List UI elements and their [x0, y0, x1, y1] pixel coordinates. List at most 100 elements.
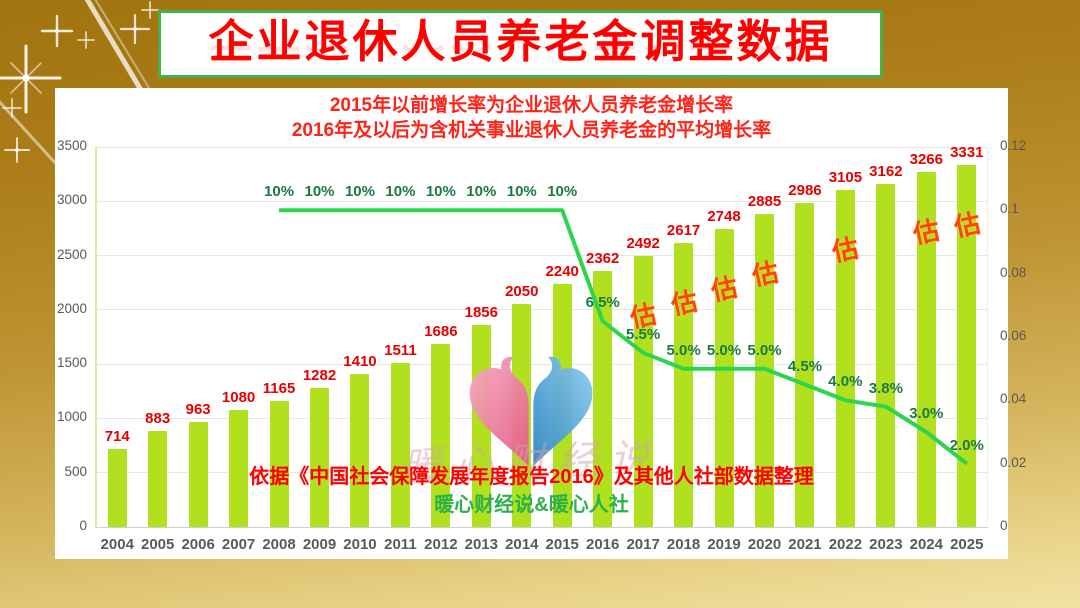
bar-value-label: 714 [104, 428, 130, 446]
left-axis-tick-label: 0 [79, 518, 87, 533]
bar-value-label: 2617 [666, 221, 701, 239]
x-axis-year-label: 2011 [384, 536, 417, 553]
right-axis-tick-label: 0.04 [1000, 391, 1027, 407]
bar-value-label: 2240 [545, 262, 579, 280]
watermark-heart-logo [469, 356, 593, 467]
bar [633, 256, 653, 527]
growth-rate-label: 5.0% [706, 341, 742, 359]
subtitle-line2: 2016年及以后为含机关事业退休人员养老金的平均增长率 [291, 120, 772, 141]
bar-value-label: 1856 [464, 304, 498, 322]
x-axis-year-label: 2008 [262, 536, 296, 553]
page-title: 企业退休人员养老金调整数据 [208, 17, 833, 67]
x-axis-year-label: 2023 [869, 536, 903, 553]
right-axis-tick-label: 0.12 [1000, 138, 1027, 153]
bar-value-label: 1282 [302, 366, 337, 384]
x-axis-year-label: 2016 [585, 536, 620, 553]
bar-value-label: 3162 [869, 162, 903, 180]
right-axis-tick-label: 0.08 [1000, 264, 1027, 280]
bar [674, 242, 694, 527]
x-axis-year-label: 2024 [909, 536, 943, 553]
bar [835, 189, 855, 527]
bar-value-label: 3105 [828, 168, 863, 186]
x-axis-year-label: 2015 [545, 536, 579, 553]
gridline [97, 309, 987, 310]
bar-value-label: 1686 [424, 322, 458, 340]
bar [148, 431, 168, 527]
bar [876, 183, 896, 527]
bar [107, 449, 127, 527]
bar-value-label: 2986 [788, 181, 822, 199]
growth-rate-label: 3.8% [868, 379, 903, 397]
growth-rate-label: 4.5% [787, 357, 823, 375]
bar [714, 228, 734, 527]
gridline [97, 255, 987, 256]
x-axis-year-label: 2013 [464, 536, 498, 553]
bar-value-label: 3331 [950, 144, 984, 162]
left-axis-tick-label: 2000 [56, 300, 87, 316]
left-axis-tick-label: 500 [64, 463, 87, 479]
chart-plot-area: 0 500 1000 1500 2000 2500 3000 3500 0 0.02 0.04 0.0… [57, 138, 1026, 553]
growth-rate-label: 10% [506, 183, 537, 201]
bar [390, 362, 410, 527]
bar-value-label: 1165 [262, 379, 296, 397]
gridline [97, 147, 987, 148]
source-note: 依据《中国社会保障发展年度报告2016》及其他人社部数据整理 [249, 466, 814, 488]
gridline [97, 472, 987, 473]
growth-rate-label: 10% [425, 183, 456, 201]
bar-value-label: 2748 [707, 207, 741, 225]
gridline [97, 201, 987, 202]
x-axis-year-label: 2004 [100, 536, 134, 553]
growth-rate-label: 5.0% [747, 341, 782, 359]
growth-rate-label: 5.0% [666, 341, 701, 359]
right-axis-tick-label: 0.02 [1000, 454, 1027, 470]
x-axis-year-label: 2020 [747, 536, 782, 553]
x-axis-year-label: 2021 [788, 536, 822, 553]
growth-rate-label: 10% [466, 183, 497, 201]
left-axis-tick-label: 3500 [56, 138, 87, 153]
x-axis-year-label: 2007 [221, 536, 256, 553]
bar-value-label: 2885 [747, 192, 782, 210]
left-axis-tick-label: 1500 [56, 355, 87, 371]
bar-value-label: 1410 [343, 352, 377, 370]
growth-rate-label: 3.0% [909, 405, 944, 422]
growth-rate-label: 10% [264, 183, 295, 201]
gridline [97, 364, 987, 365]
left-axis-tick-label: 3000 [56, 192, 87, 208]
subtitle-line1: 2015年以前增长率为企业退休人员养老金增长率 [329, 95, 734, 116]
bar-value-label: 3266 [909, 151, 943, 169]
x-axis-year-label: 2010 [343, 536, 377, 553]
growth-rate-label: 10% [547, 183, 578, 201]
bar [310, 387, 329, 527]
title-banner: 企业退休人员养老金调整数据 [158, 10, 883, 78]
heart-left-bird [469, 356, 529, 467]
bar [593, 270, 613, 527]
bar-value-label: 2362 [585, 249, 620, 267]
x-axis-year-label: 2025 [950, 536, 984, 553]
growth-rate-label: 2.0% [949, 436, 984, 454]
bar-value-label: 1511 [384, 341, 417, 359]
growth-rate-label: 10% [304, 183, 335, 201]
bar [350, 373, 370, 527]
x-axis-year-label: 2012 [424, 536, 458, 553]
growth-rate-polyline [279, 208, 969, 466]
growth-rate-label: 5.5% [626, 325, 661, 343]
growth-rate-label: 4.0% [828, 373, 863, 391]
bar-value-label: 2492 [626, 235, 660, 253]
bar [188, 422, 208, 527]
x-axis-year-label: 2019 [707, 536, 741, 553]
left-axis-tick-label: 1000 [56, 409, 87, 425]
bar-value-label: 1080 [221, 388, 256, 406]
x-axis-year-label: 2018 [666, 536, 701, 553]
x-axis-year-label: 2006 [181, 536, 215, 553]
bar [795, 202, 815, 527]
left-axis-tick-label: 2500 [56, 246, 87, 262]
heart-right-bird [533, 356, 593, 467]
growth-rate-label: 10% [385, 183, 416, 201]
bar [229, 409, 249, 527]
x-axis-year-label: 2022 [828, 536, 863, 553]
x-axis-year-label: 2009 [302, 536, 337, 553]
right-axis-tick-label: 0.1 [1000, 201, 1019, 217]
bar-value-label: 963 [185, 401, 211, 419]
credit-line: 暖心财经说&暖心人社 [434, 494, 629, 516]
